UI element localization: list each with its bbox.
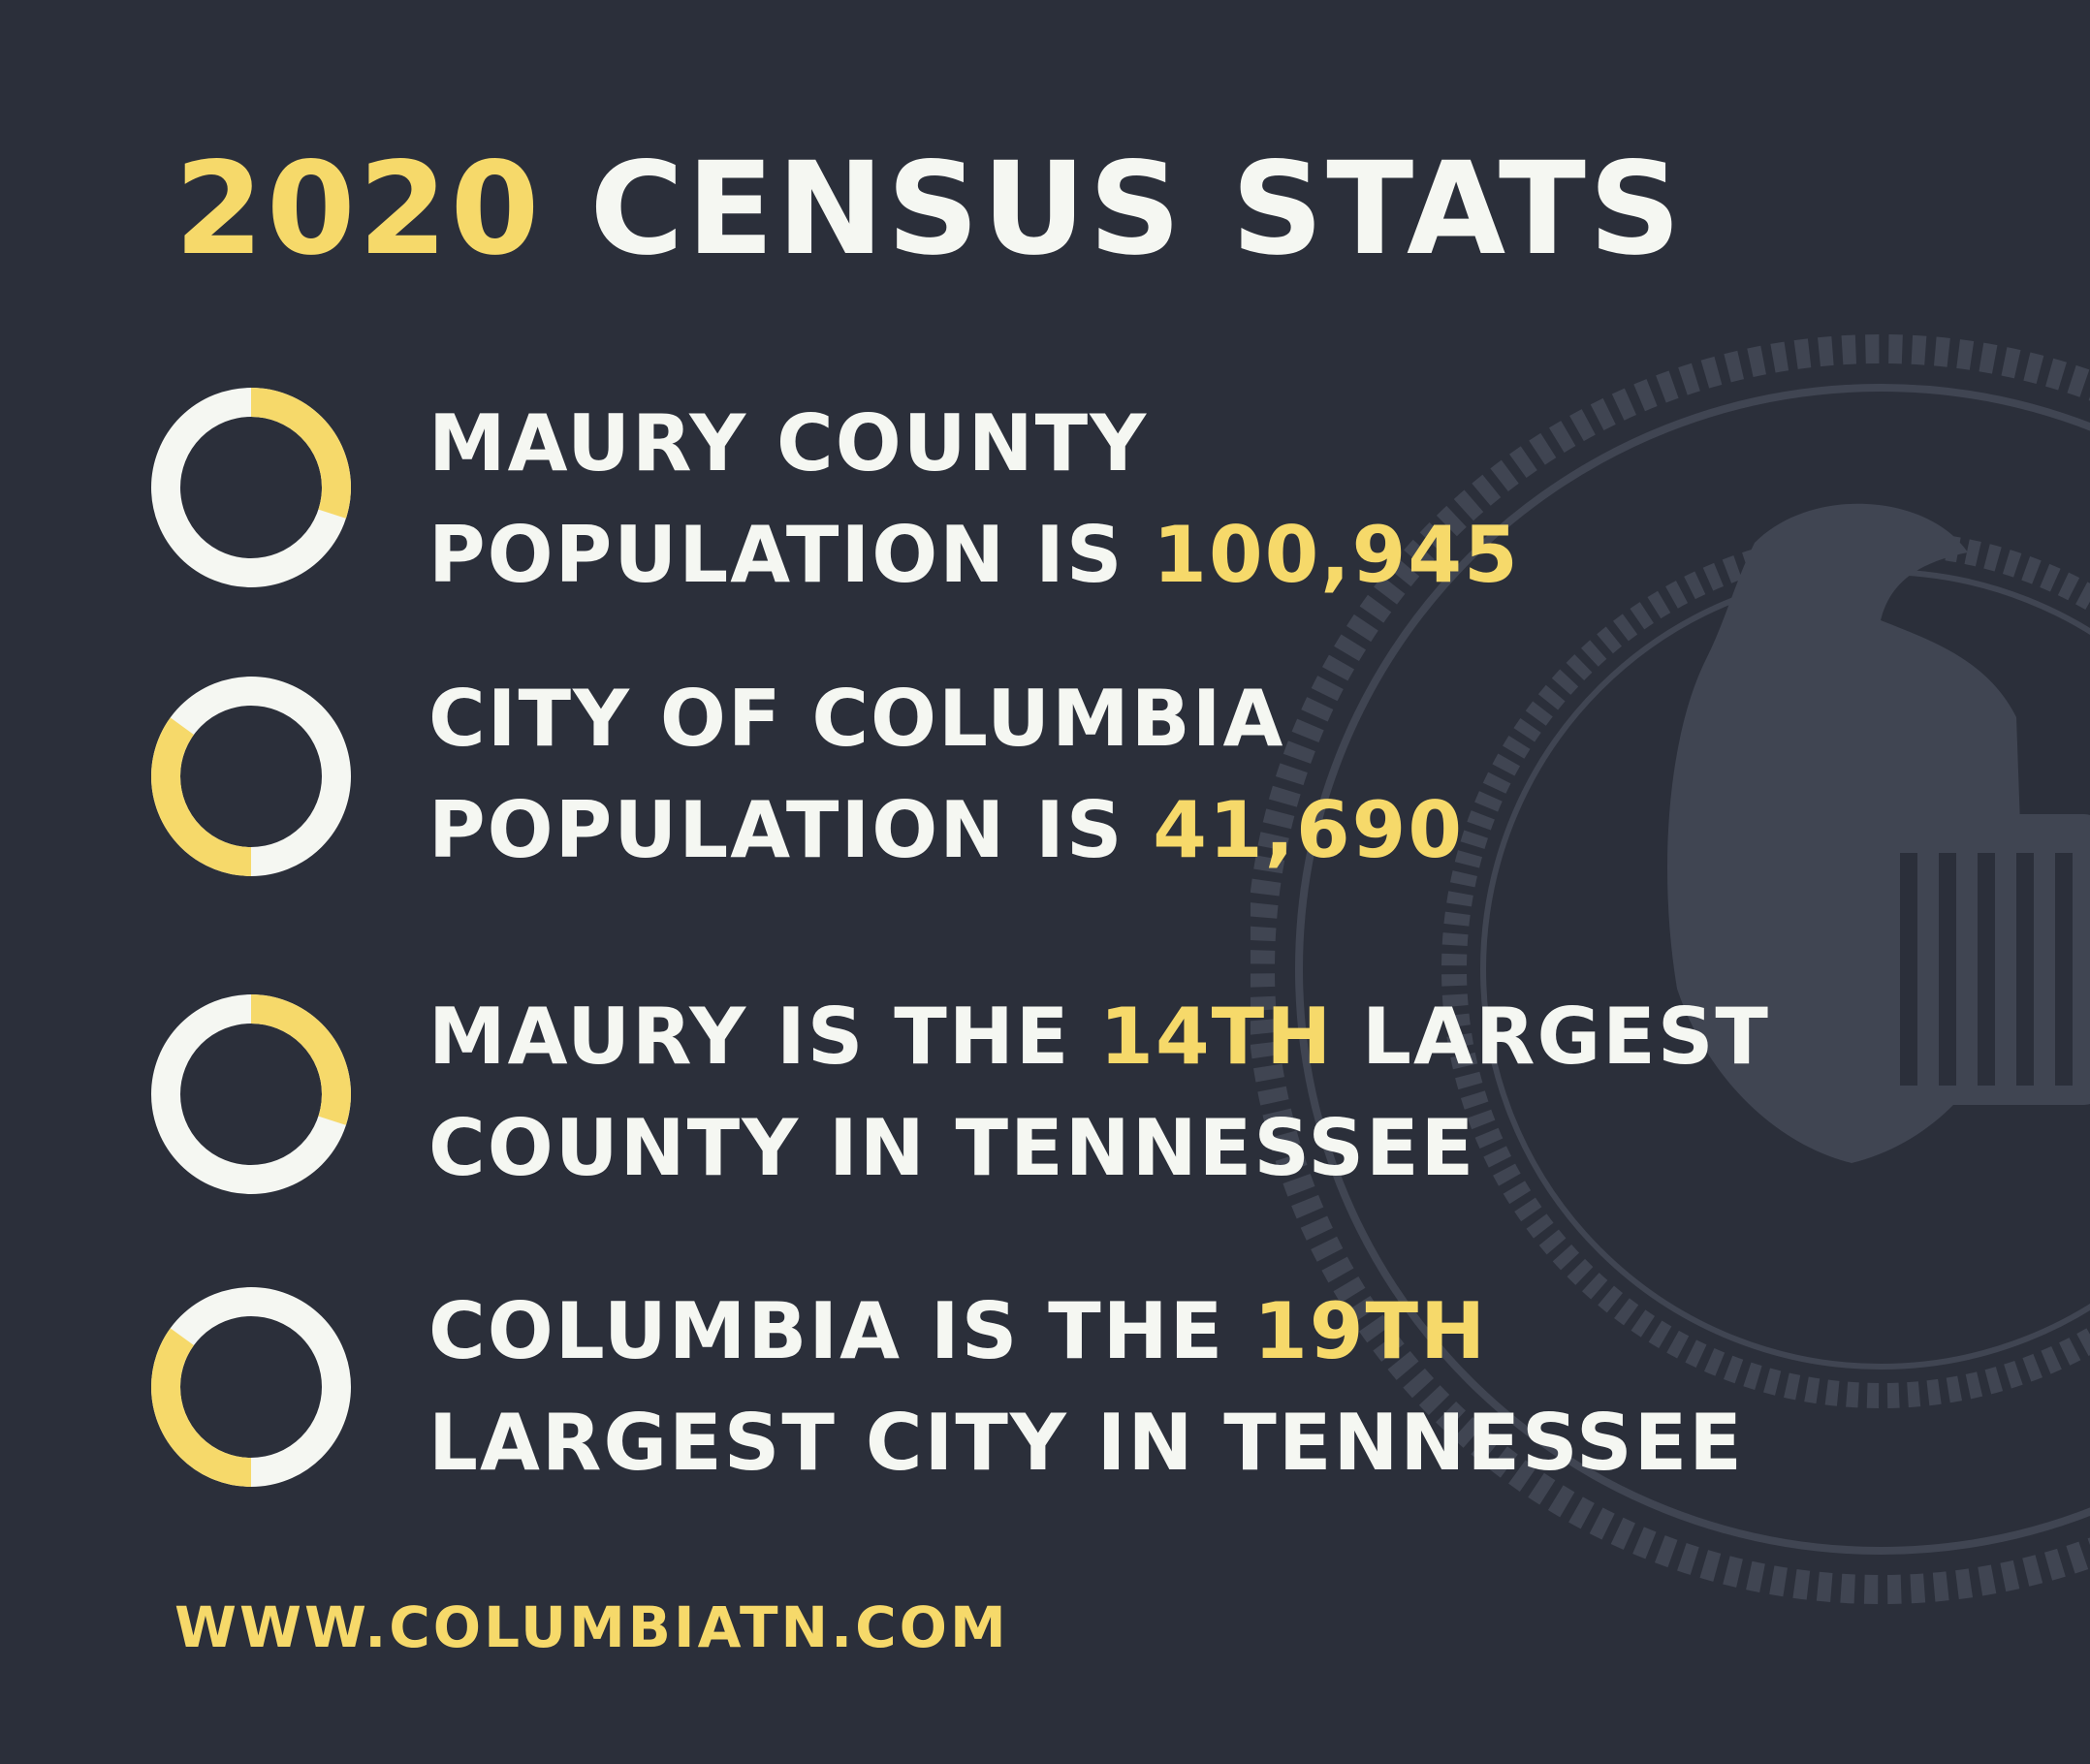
stat-line: MAURY COUNTY: [428, 398, 1149, 488]
title-year: 2020: [174, 135, 543, 284]
stat-line: POPULATION IS 41,690: [428, 785, 1465, 875]
progress-ring: [151, 994, 351, 1194]
stat-maury-rank: MAURY IS THE 14TH LARGEST COUNTY IN TENN…: [428, 981, 1770, 1204]
stat-maury-population: MAURY COUNTY POPULATION IS 100,945: [428, 388, 1520, 611]
city-seal-watermark: [1251, 334, 2090, 1604]
progress-ring: [151, 388, 351, 587]
stat-line: LARGEST CITY IN TENNESSEE: [428, 1398, 1744, 1488]
stat-highlight: 100,945: [1153, 510, 1520, 600]
website-link[interactable]: WWW.COLUMBIATN.COM: [174, 1594, 1009, 1660]
stat-line: COUNTY IN TENNESSEE: [428, 1103, 1476, 1193]
stat-line: COLUMBIA IS THE 19TH: [428, 1286, 1488, 1376]
stat-columbia-rank: COLUMBIA IS THE 19TH LARGEST CITY IN TEN…: [428, 1276, 1744, 1498]
stat-highlight: 14TH: [1099, 992, 1334, 1082]
stat-highlight: 19TH: [1253, 1286, 1488, 1376]
stat-columbia-population: CITY OF COLUMBIA POPULATION IS 41,690: [428, 663, 1464, 886]
page-title: 2020 CENSUS STATS: [174, 145, 1684, 273]
stat-highlight: 41,690: [1153, 785, 1465, 875]
stat-line: MAURY IS THE 14TH LARGEST: [428, 992, 1770, 1082]
progress-ring: [151, 677, 351, 876]
progress-ring: [151, 1287, 351, 1487]
stat-line: CITY OF COLUMBIA: [428, 674, 1285, 764]
stat-line: POPULATION IS 100,945: [428, 510, 1520, 600]
eagle-emblem: [1667, 503, 2090, 1163]
title-text: CENSUS STATS: [589, 135, 1685, 284]
